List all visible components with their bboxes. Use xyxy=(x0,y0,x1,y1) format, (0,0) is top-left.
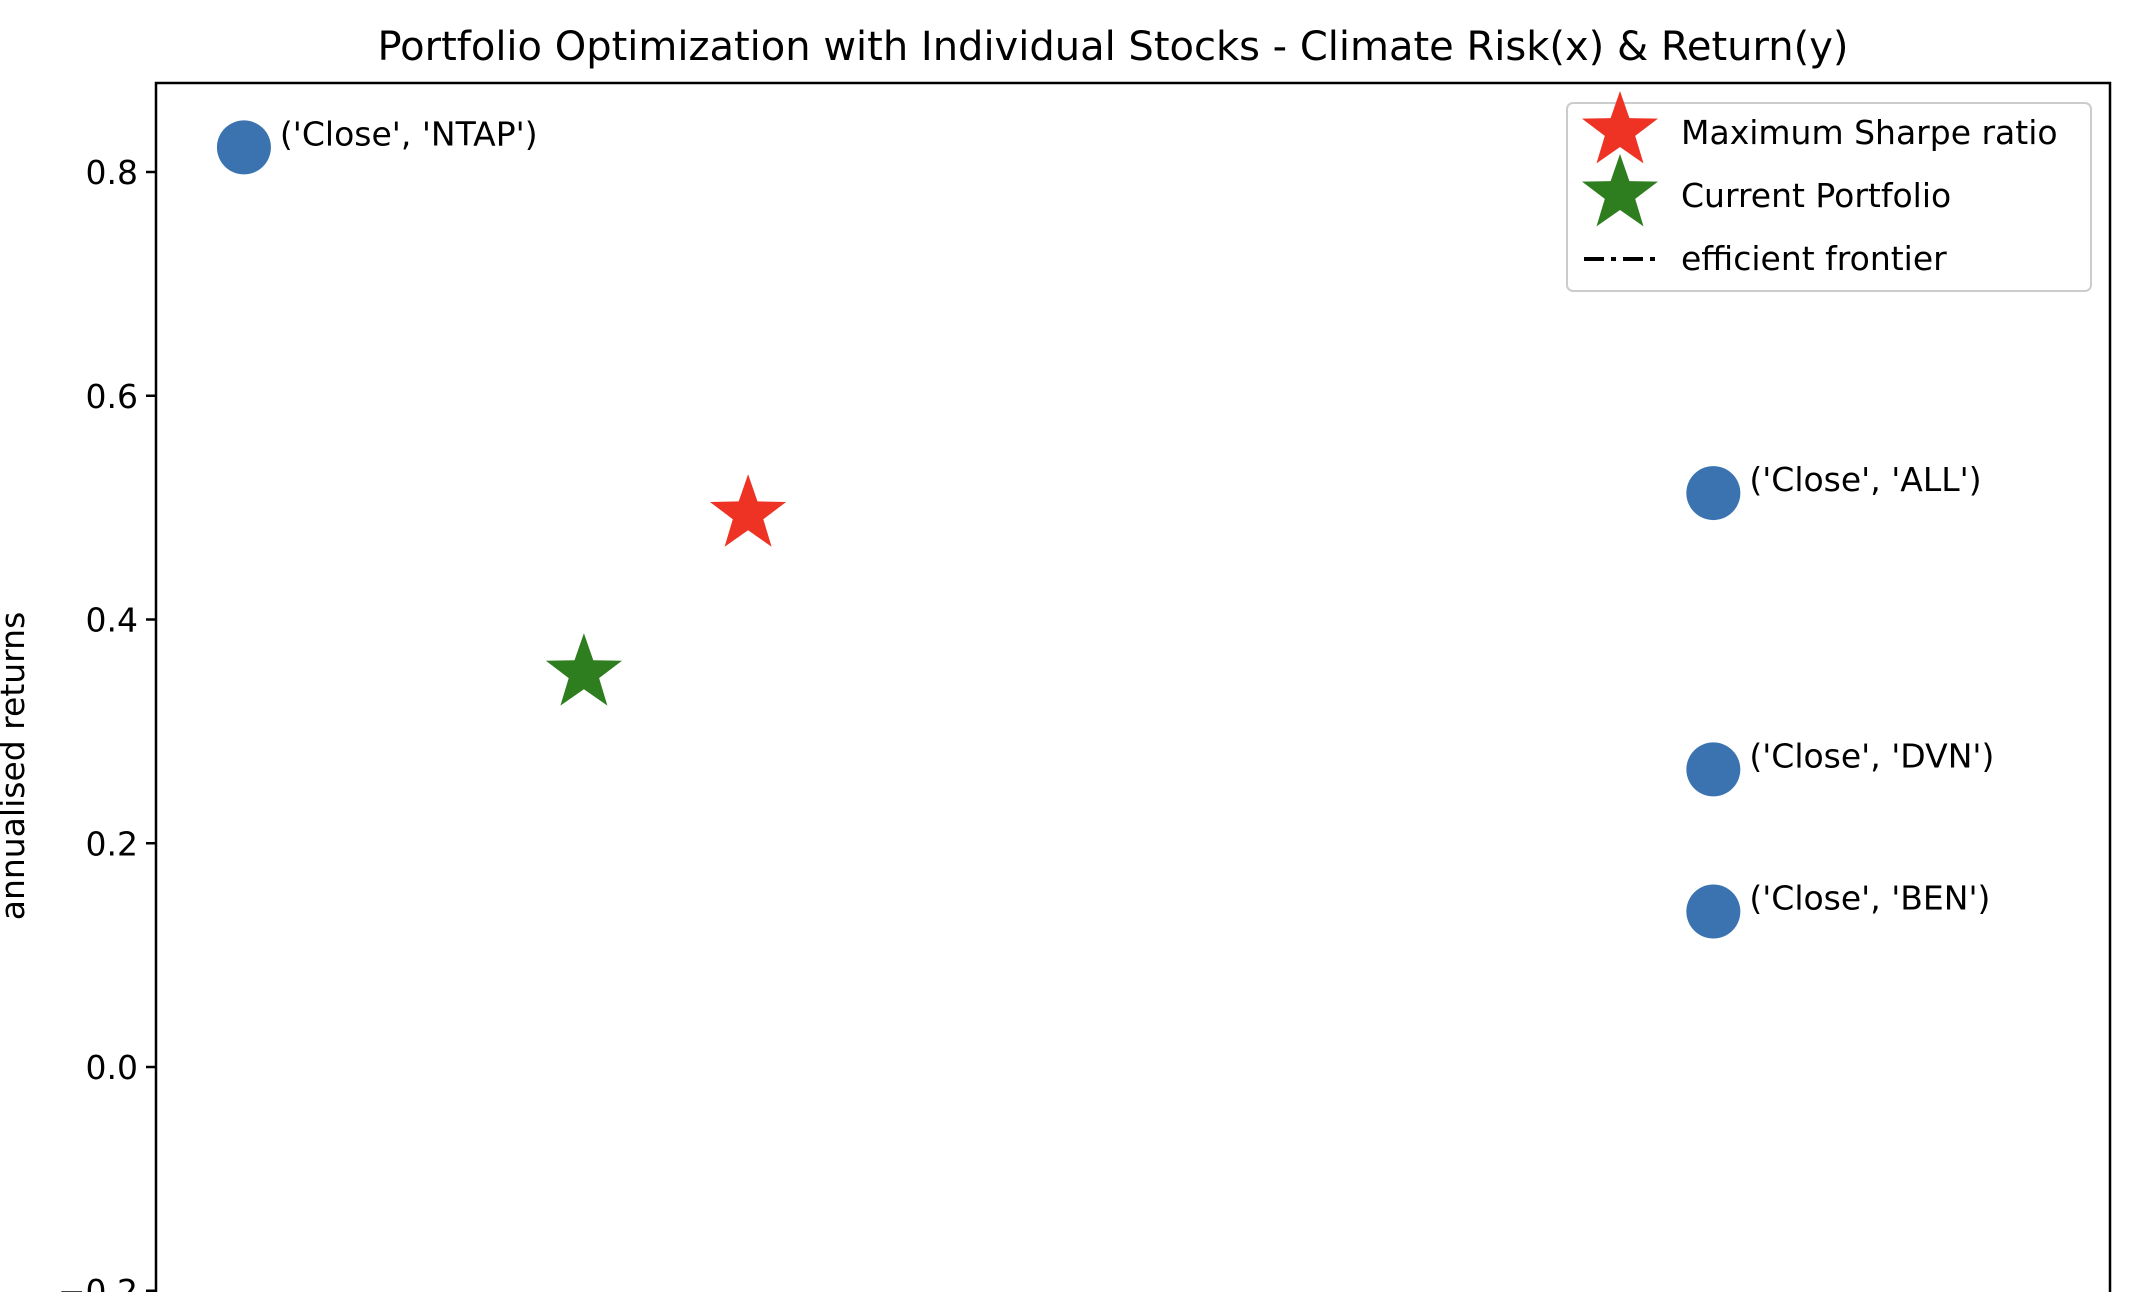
stock-point xyxy=(1686,742,1741,797)
y-tick-label: 0.8 xyxy=(86,153,138,192)
max-sharpe-marker xyxy=(710,474,787,547)
legend-star-icon xyxy=(1582,91,1658,164)
stock-point xyxy=(1686,884,1741,939)
stock-point-label: ('Close', 'DVN') xyxy=(1749,736,1994,775)
plot-area xyxy=(154,81,2112,1292)
legend-label: efficient frontier xyxy=(1681,239,1947,278)
y-tick-label: 0.4 xyxy=(86,601,138,640)
y-tick-label: 0.6 xyxy=(86,377,138,416)
stock-point xyxy=(216,120,271,175)
current-portfolio-marker xyxy=(545,633,622,706)
chart-title: Portfolio Optimization with Individual S… xyxy=(377,24,1848,70)
y-axis: −0.2 0.0 0.2 0.4 0.6 0.8 xyxy=(58,153,156,1292)
y-axis-label: annualised returns xyxy=(0,612,32,921)
legend: Maximum Sharpe ratio Current Portfolio eff… xyxy=(1566,91,2092,292)
legend-star-icon xyxy=(1582,154,1658,227)
stock-point-label: ('Close', 'NTAP') xyxy=(280,114,538,153)
legend-label: Current Portfolio xyxy=(1681,176,1951,215)
stock-points: ('Close', 'NTAP') ('Close', 'ALL') ('Close… xyxy=(216,114,1994,939)
y-tick-label: −0.2 xyxy=(58,1272,138,1292)
y-tick-label: 0.0 xyxy=(86,1048,138,1087)
legend-box xyxy=(1566,102,2092,292)
y-tick-label: 0.2 xyxy=(86,824,138,863)
portfolio-markers xyxy=(545,474,787,706)
stock-point xyxy=(1686,466,1741,521)
stock-point-label: ('Close', 'ALL') xyxy=(1749,460,1981,499)
legend-label: Maximum Sharpe ratio xyxy=(1681,113,2058,152)
stock-point-label: ('Close', 'BEN') xyxy=(1749,878,1990,917)
